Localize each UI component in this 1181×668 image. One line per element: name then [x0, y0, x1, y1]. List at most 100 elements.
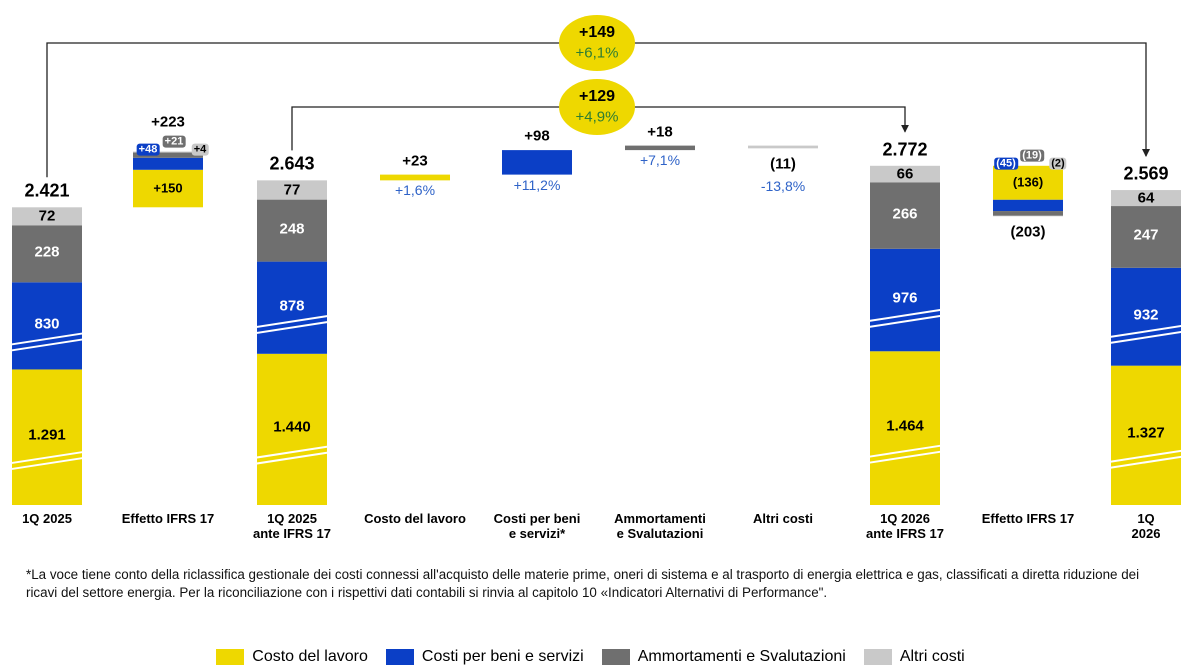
- axis-break: [7, 337, 87, 352]
- bar-segment: [12, 225, 82, 283]
- bar-segment: [380, 174, 450, 181]
- bar-label: 1.327: [1127, 424, 1165, 442]
- axis-break: [865, 444, 945, 459]
- bridge-percentage: +6,1%: [575, 44, 619, 62]
- bar-segment: [993, 215, 1063, 217]
- bar-segment: [993, 165, 1063, 200]
- bar-segment: [257, 180, 327, 200]
- axis-break: [7, 331, 87, 346]
- legend-label: Ammortamenti e Svalutazioni: [637, 648, 846, 665]
- percentage-label: +11,2%: [513, 176, 561, 193]
- x-tick-label: 1Q 2025: [22, 511, 72, 526]
- bar-segment: [12, 207, 82, 226]
- axis-break: [865, 314, 945, 329]
- bar-label: 1.291: [28, 426, 66, 444]
- bar-label: +4: [191, 143, 209, 156]
- axis-break: [1106, 331, 1181, 345]
- axis-break: [252, 445, 332, 460]
- bar-label: 878: [279, 297, 305, 315]
- bridge-percentage: +4,9%: [575, 108, 619, 126]
- axis-break: [252, 314, 332, 329]
- bar-segment: [12, 282, 82, 370]
- legend-swatch: [385, 649, 414, 665]
- footnote: *La voce tiene conto della riclassifica …: [26, 567, 1140, 600]
- bar-segment: [870, 351, 940, 505]
- total-label: 2.772: [882, 139, 928, 160]
- axis-break: [1106, 325, 1181, 339]
- bar-label: +150: [153, 180, 183, 196]
- bar-label: 830: [34, 315, 60, 333]
- bar-label: 77: [283, 181, 301, 199]
- bar-segment: [133, 151, 203, 153]
- bar-label: 64: [1137, 189, 1155, 207]
- x-tick-label: Effetto IFRS 17: [121, 511, 215, 526]
- axis-break: [252, 320, 332, 335]
- x-tick-label: Effetto IFRS 17: [981, 511, 1075, 526]
- axis-break: [865, 308, 945, 323]
- bar-segment: [748, 145, 818, 149]
- x-tick-label: Costi per beni e servizi*: [493, 511, 581, 541]
- bar-segment: [870, 248, 940, 352]
- bar-label: +21: [162, 135, 186, 148]
- axis-break: [865, 450, 945, 465]
- bar-label: 976: [892, 289, 918, 307]
- legend-item: Altri costi: [863, 648, 965, 666]
- bar-label: (19): [1020, 149, 1044, 163]
- total-label: +18: [647, 122, 673, 140]
- bar-segment: [257, 199, 327, 262]
- bar-segment: [625, 145, 695, 151]
- x-tick-label: 1Q 2026: [1131, 511, 1161, 541]
- axis-break: [252, 451, 332, 466]
- legend-swatch: [216, 649, 245, 665]
- bar-segment: [870, 165, 940, 183]
- bar-label: +48: [136, 143, 160, 156]
- axis-break: [1106, 455, 1181, 470]
- bar-segment: [133, 152, 203, 158]
- legend-item: Ammortamenti e Svalutazioni: [601, 648, 846, 666]
- total-label: 2.421: [24, 180, 70, 201]
- percentage-label: +7,1%: [639, 152, 681, 169]
- legend-label: Costo del lavoro: [252, 648, 368, 665]
- bar-segment: [1111, 267, 1181, 366]
- total-label: 2.643: [269, 154, 315, 175]
- legend-swatch: [863, 649, 892, 665]
- x-tick-label: 1Q 2026 ante IFRS 17: [865, 511, 945, 541]
- total-label: +23: [402, 151, 428, 169]
- x-tick-label: Costo del lavoro: [364, 511, 466, 526]
- bar-segment: [133, 169, 203, 208]
- bar-segment: [12, 369, 82, 505]
- bar-segment: [257, 353, 327, 505]
- bar-label: (45): [994, 157, 1018, 171]
- bar-label: 932: [1133, 306, 1159, 324]
- percentage-label: +1,6%: [394, 182, 436, 199]
- bar-label: 1.464: [886, 417, 924, 435]
- x-tick-label: 1Q 2025 ante IFRS 17: [252, 511, 332, 541]
- bar-segment: [502, 150, 572, 175]
- bar-segment: [133, 157, 203, 170]
- total-label: +98: [524, 127, 550, 145]
- total-label: (11): [770, 155, 796, 173]
- legend-swatch: [601, 649, 630, 665]
- bridge-badge: [559, 79, 635, 135]
- bar-label: 247: [1133, 226, 1159, 244]
- x-tick-label: Altri costi: [753, 511, 813, 526]
- total-label: +223: [151, 112, 185, 130]
- bridge-label: +129: [578, 87, 616, 105]
- bridge-label: +149: [578, 23, 616, 41]
- bar-segment: [1111, 206, 1181, 268]
- bar-segment: [1111, 190, 1181, 207]
- bar-label: 266: [892, 204, 918, 222]
- bar-segment: [257, 261, 327, 354]
- x-tick-label: Ammortamenti e Svalutazioni: [614, 511, 706, 541]
- bar-label: 72: [38, 207, 56, 225]
- axis-break: [7, 456, 87, 471]
- bar-segment: [993, 211, 1063, 216]
- bar-label: 248: [279, 219, 305, 237]
- legend-item: Costo del lavoro: [216, 648, 368, 666]
- legend: Costo del lavoro Costi per beni e servizi…: [0, 648, 1181, 666]
- bar-label: (2): [1049, 157, 1067, 171]
- axis-break: [7, 450, 87, 465]
- bar-segment: [870, 182, 940, 249]
